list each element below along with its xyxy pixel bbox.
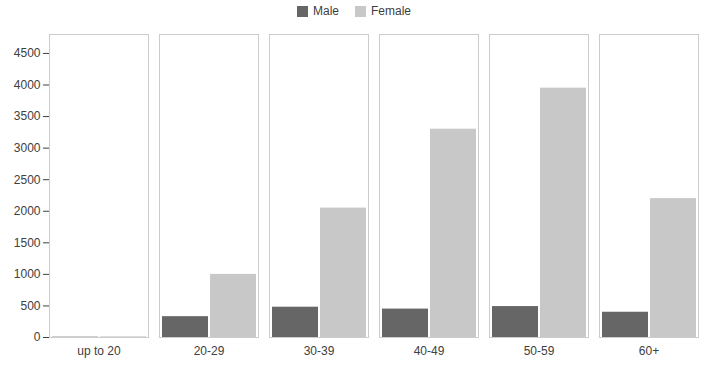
svg-text:0: 0 — [34, 330, 41, 344]
svg-text:30-39: 30-39 — [304, 344, 335, 358]
svg-text:4500: 4500 — [14, 46, 41, 60]
svg-text:40-49: 40-49 — [414, 344, 445, 358]
svg-text:up to 20: up to 20 — [77, 344, 121, 358]
svg-text:50-59: 50-59 — [524, 344, 555, 358]
svg-text:3500: 3500 — [14, 109, 41, 123]
svg-text:2500: 2500 — [14, 173, 41, 187]
html-text:Male: Male — [313, 4, 339, 18]
svg-text:20-29: 20-29 — [194, 344, 225, 358]
svg-text:60+: 60+ — [639, 344, 659, 358]
svg-text:3000: 3000 — [14, 141, 41, 155]
svg-text:500: 500 — [20, 299, 40, 313]
svg-text:1000: 1000 — [14, 267, 41, 281]
svg-text:2000: 2000 — [14, 204, 41, 218]
svg-text:1500: 1500 — [14, 236, 41, 250]
svg-text:4000: 4000 — [14, 78, 41, 92]
html-text:Female: Female — [371, 4, 411, 18]
